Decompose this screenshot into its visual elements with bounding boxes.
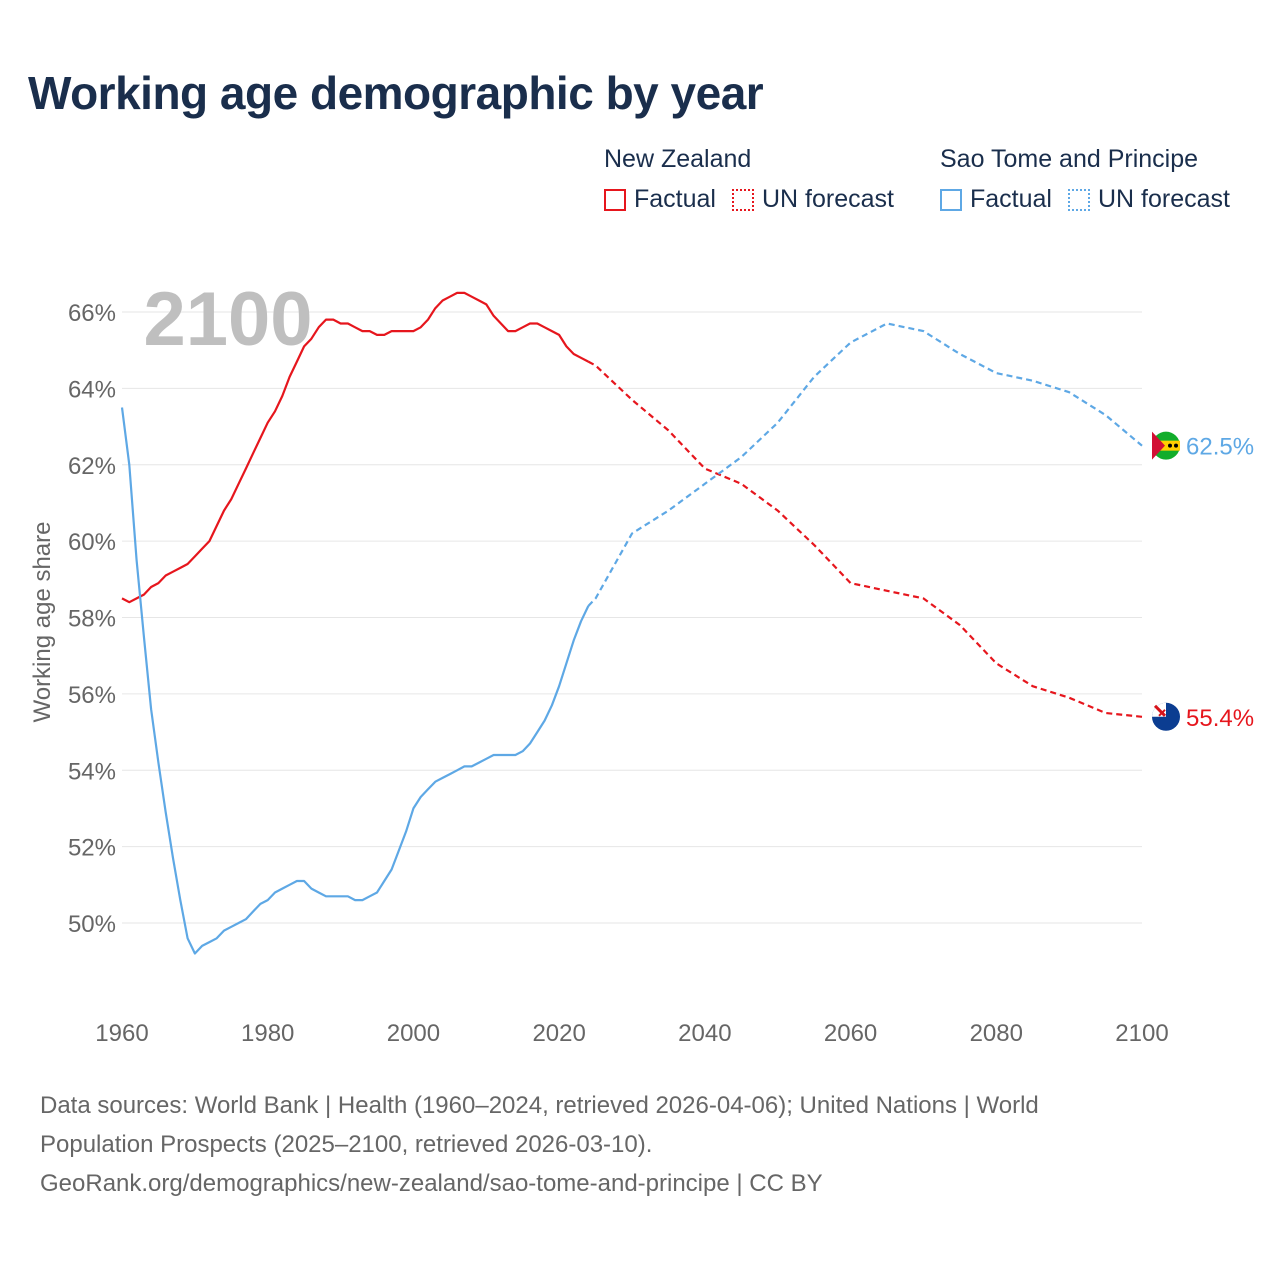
y-tick-label-56: 56% <box>68 682 116 709</box>
end-value-label-sao-tome: 62.5% <box>1186 434 1254 461</box>
y-tick-label-64: 64% <box>68 376 116 403</box>
x-tick-label-2040: 2040 <box>678 1020 731 1047</box>
legend-label-forecast: UN forecast <box>761 185 894 213</box>
line-chart: 2100 50% 52% 54% 56% 58% 60% 62% 64% 66% 1960 198… <box>29 277 1254 1047</box>
footer-line-2: Population Prospects (2025–2100, retriev… <box>40 1131 653 1158</box>
legend-swatch-factual <box>940 188 962 211</box>
year-watermark: 2100 <box>143 277 312 362</box>
series-line-factual-new-zealand <box>121 291 589 604</box>
footer-line-1: Data sources: World Bank | Health (1960–… <box>40 1092 1039 1119</box>
chart-title: Working age demographic by year <box>28 67 764 119</box>
series-line-forecast-sao-tome <box>587 322 1143 607</box>
series-line-factual-sao-tome <box>120 407 590 955</box>
x-tick-label-2080: 2080 <box>970 1020 1023 1047</box>
legend-swatch-forecast <box>731 188 754 211</box>
footer-line-3: GeoRank.org/demographics/new-zealand/sao… <box>40 1170 823 1197</box>
y-tick-label-50: 50% <box>68 911 116 938</box>
y-tick-label-54: 54% <box>68 758 116 785</box>
legend-label-factual: Factual <box>970 185 1052 213</box>
series-end-markers: 55.4% 62.5% <box>1152 431 1254 732</box>
x-tick-label-2100: 2100 <box>1115 1020 1168 1047</box>
legend-group-new-zealand: New Zealand Factual UN forecast <box>604 143 894 214</box>
gridlines <box>122 311 1142 924</box>
flag-new-zealand-icon <box>1152 702 1180 731</box>
y-tick-label-62: 62% <box>68 453 116 480</box>
legend-group-name: New Zealand <box>604 145 752 173</box>
x-axis-ticks: 1960 1980 2000 2020 2040 2060 2080 2100 <box>95 1020 1168 1047</box>
legend-swatch-factual <box>604 188 626 211</box>
end-value-label-new-zealand: 55.4% <box>1186 705 1254 732</box>
series-line-forecast-new-zealand <box>587 360 1143 718</box>
y-tick-label-52: 52% <box>68 835 116 862</box>
x-tick-label-2060: 2060 <box>824 1020 877 1047</box>
y-tick-label-66: 66% <box>68 300 116 327</box>
x-tick-label-1960: 1960 <box>95 1020 148 1047</box>
x-tick-label-2000: 2000 <box>387 1020 440 1047</box>
series-lines <box>120 291 1143 955</box>
x-tick-label-1980: 1980 <box>241 1020 294 1047</box>
x-tick-label-2020: 2020 <box>532 1020 585 1047</box>
y-tick-label-60: 60% <box>68 529 116 556</box>
y-axis-label: Working age share <box>29 522 56 723</box>
legend-label-forecast: UN forecast <box>1097 185 1230 213</box>
footer-sources: Data sources: World Bank | Health (1960–… <box>40 1086 1240 1203</box>
legend-group-sao-tome: Sao Tome and Principe Factual UN forecas… <box>940 143 1230 214</box>
legend-group-name: Sao Tome and Principe <box>940 145 1199 173</box>
legend-label-factual: Factual <box>634 185 716 213</box>
y-tick-label-58: 58% <box>68 606 116 633</box>
y-axis-ticks: 50% 52% 54% 56% 58% 60% 62% 64% 66% <box>68 300 116 938</box>
flag-sao-tome-icon <box>1152 431 1180 460</box>
legend-swatch-forecast <box>1067 188 1090 211</box>
